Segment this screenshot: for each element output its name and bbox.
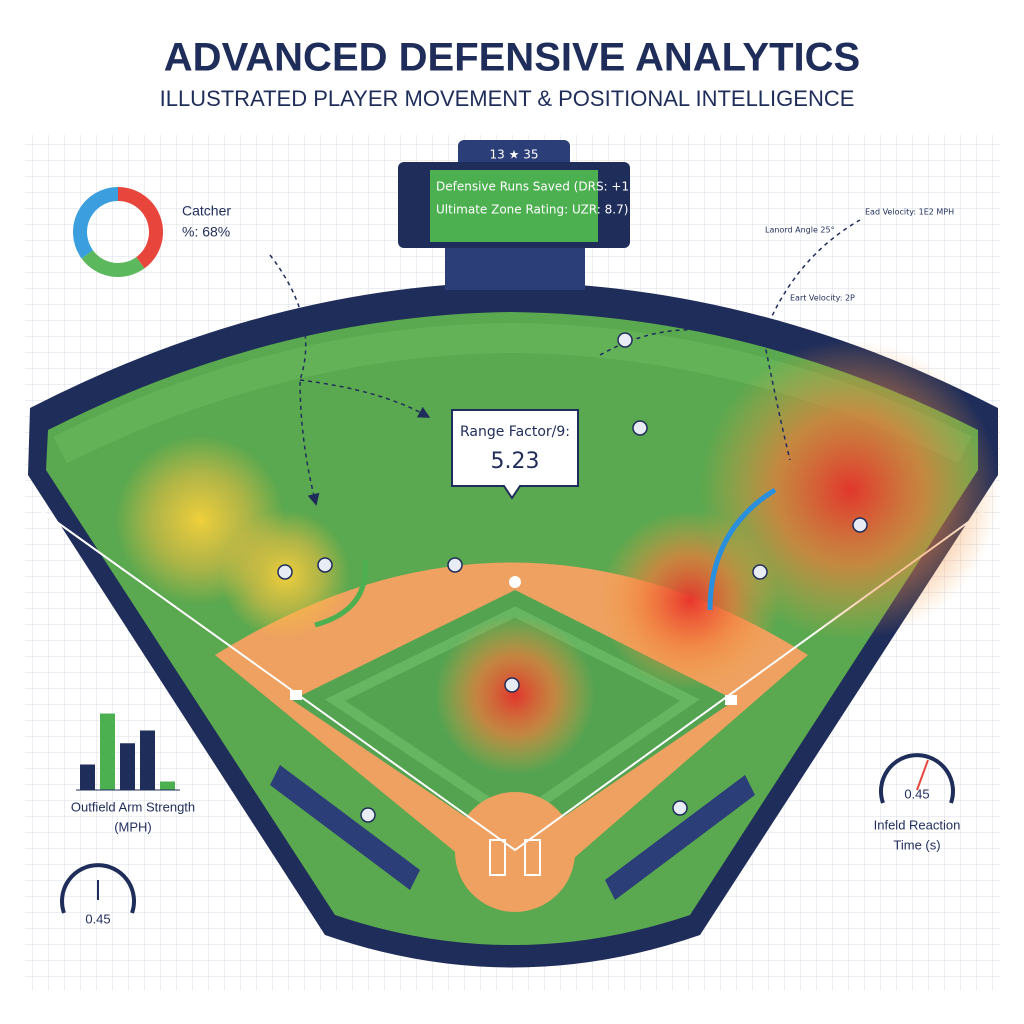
title: ADVANCED DEFENSIVE ANALYTICS [164,36,860,80]
bar [140,730,155,790]
donut-chart [73,187,163,277]
movement-arrow [314,559,368,628]
gauge [60,863,136,914]
first-base [725,695,737,705]
gauge-value: 0.45 [904,786,929,801]
callout-value: 5.23 [491,449,540,474]
donut-segment [81,249,145,277]
callout-label: Range Factor/9: [460,424,570,440]
donut-segment [73,187,119,259]
dugout-right [605,775,755,900]
scoreboard-post [445,245,585,290]
third-base [290,690,302,700]
bar [80,764,95,790]
movement-arrow [707,487,777,611]
trajectory [759,219,861,346]
scoreboard-line: Defensive Runs Saved (DRS: +15 [436,180,637,194]
batter-boxes [489,839,541,876]
annotation: Eart Velocity: 2P [790,294,855,303]
scoreboard-top-text: 13 ★ 35 [490,148,539,162]
gauge-needle [916,759,929,791]
gauge-label: Infeld Reaction [874,817,961,832]
trajectory [299,379,431,418]
donut-segment [117,187,163,269]
heatmap [700,340,1000,640]
grass-pattern [324,606,700,827]
bar-chart [80,713,175,790]
heatmap [435,615,595,775]
players [277,332,868,823]
annotation: Ead Velocity: 1E2 MPH [865,208,954,217]
donut-value: %: 68% [182,224,230,240]
second-base [509,576,521,588]
trajectory [269,254,320,506]
gauge-value: 0.45 [85,911,110,926]
gauge-unit: Time (s) [893,837,940,852]
trajectory [599,328,791,461]
bar-chart-unit: (MPH) [114,819,152,834]
scoreboard-line: Ultimate Zone Rating: UZR: 8.7) [436,203,628,217]
bar [160,781,175,790]
scoreboard-screen [430,170,598,242]
home-circle [455,792,575,912]
donut-label: Catcher [182,203,231,219]
bar [120,743,135,790]
bar-chart-label: Outfield Arm Strength [71,799,195,814]
scoreboard-top [458,140,570,168]
dugout-left [270,765,420,890]
annotation: Lanord Angle 25° [765,226,835,235]
gauge [879,753,955,804]
subtitle: ILLUSTRATED PLAYER MOVEMENT & POSITIONAL… [160,86,855,111]
bar [100,713,115,790]
callout-box [451,409,579,500]
